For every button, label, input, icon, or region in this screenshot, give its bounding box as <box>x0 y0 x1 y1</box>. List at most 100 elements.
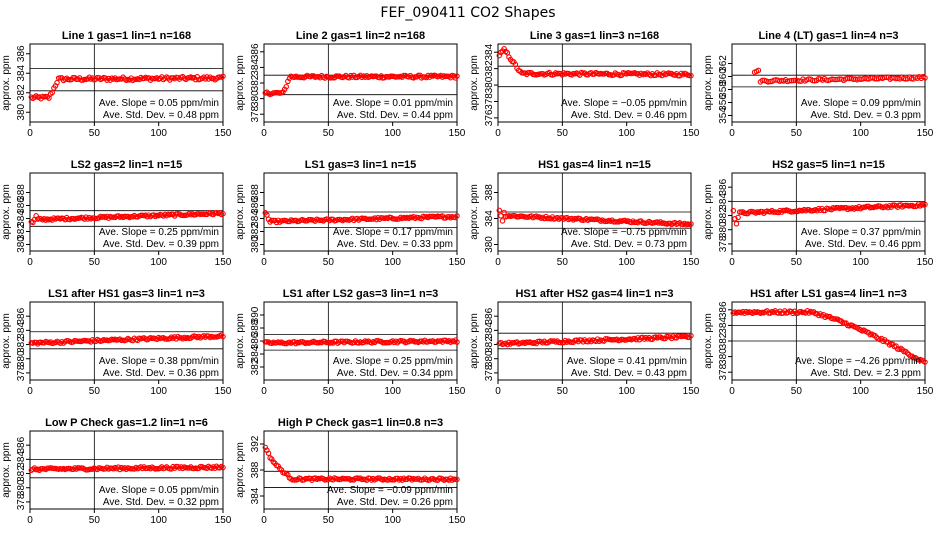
y-tick-label: 378 <box>16 493 27 510</box>
data-point <box>688 332 694 339</box>
x-tick-label: 150 <box>683 128 700 139</box>
x-tick-label: 0 <box>261 257 267 268</box>
data-point <box>922 75 928 81</box>
x-tick-label: 100 <box>150 386 167 397</box>
data-point <box>454 339 460 345</box>
std-dev-annotation: Ave. Std. Dev. = 0.26 ppm <box>337 497 453 508</box>
y-tick-label: 376 <box>484 109 495 126</box>
y-tick-label: 386 <box>16 197 27 214</box>
y-tick-label: 384 <box>16 322 27 339</box>
panel-9: LS1 after HS1 gas=3 lin=1 n=3 0 50 100 150 37… <box>1 288 232 397</box>
y-tick-label: 384 <box>484 210 495 227</box>
std-dev-annotation: Ave. Std. Dev. = 0.43 ppm <box>571 368 687 379</box>
plot-frame <box>29 43 224 123</box>
x-tick-label: 150 <box>449 515 466 526</box>
x-tick-label: 50 <box>791 128 803 139</box>
panel-title: Line 2 gas=1 lin=2 n=168 <box>296 30 425 42</box>
std-dev-annotation: Ave. Std. Dev. = 0.33 ppm <box>337 239 453 250</box>
y-tick-label: 378 <box>16 364 27 381</box>
y-tick-label: 382 <box>484 60 495 77</box>
y-tick-label: 384 <box>16 64 27 81</box>
y-tick-label: 380 <box>16 103 27 120</box>
data-point <box>454 476 460 483</box>
x-tick-label: 100 <box>852 386 869 397</box>
y-tick-label: 378 <box>718 363 729 380</box>
y-tick-label: 380 <box>484 350 495 367</box>
y-axis-label: approx. ppm <box>235 313 246 369</box>
y-tick-label: 382 <box>718 207 729 224</box>
slope-annotation: Ave. Slope = 0.38 ppm/min <box>99 356 219 367</box>
panel-11: HS1 after HS2 gas=4 lin=1 n=3 0 50 100 150 37… <box>469 288 700 397</box>
y-axis-label: approx. ppm <box>703 313 714 369</box>
panel-5: LS2 gas=2 lin=1 n=150 50 100 15038038238438… <box>1 159 232 268</box>
data-point <box>220 333 226 340</box>
y-tick-label: 358 <box>718 81 729 98</box>
slope-annotation: Ave. Slope = 0.05 ppm/min <box>99 485 219 496</box>
x-tick-label: 150 <box>917 257 934 268</box>
x-tick-label: 100 <box>384 257 401 268</box>
x-tick-label: 150 <box>917 128 934 139</box>
y-tick-label: 380 <box>484 76 495 93</box>
x-tick-label: 50 <box>323 386 335 397</box>
x-tick-label: 50 <box>791 257 803 268</box>
panel-title: HS1 gas=4 lin=1 n=15 <box>538 159 651 171</box>
x-tick-label: 50 <box>557 128 569 139</box>
x-tick-label: 100 <box>618 257 635 268</box>
y-tick-label: 382 <box>16 84 27 101</box>
data-point <box>735 214 741 221</box>
data-point <box>54 79 60 86</box>
x-tick-label: 0 <box>729 386 735 397</box>
panel-12: HS1 after LS1 gas=4 lin=1 n=3 0 50 100 150 37… <box>703 288 934 397</box>
figure-title: FEF_090411 CO2 Shapes <box>380 5 555 21</box>
data-point <box>454 73 460 79</box>
slope-annotation: Ave. Slope = 0.09 ppm/min <box>801 98 921 109</box>
y-tick-label: 384 <box>484 43 495 60</box>
data-point <box>220 210 226 217</box>
std-dev-annotation: Ave. Std. Dev. = 0.48 ppm <box>103 110 219 121</box>
y-tick-label: 388 <box>250 184 261 201</box>
y-axis-label: approx. ppm <box>1 313 12 369</box>
panel-8: HS2 gas=5 lin=1 n=150 50 100 15037838038238… <box>703 159 934 268</box>
y-tick-label: 386 <box>250 43 261 60</box>
data-point <box>498 213 504 219</box>
y-tick-label: 378 <box>718 235 729 252</box>
data-point <box>688 221 694 227</box>
y-tick-label: 380 <box>718 221 729 238</box>
panel-title: Line 4 (LT) gas=1 lin=4 n=3 <box>758 30 898 42</box>
x-tick-label: 0 <box>27 257 33 268</box>
x-tick-label: 0 <box>261 515 267 526</box>
x-tick-label: 0 <box>261 386 267 397</box>
x-tick-label: 100 <box>384 128 401 139</box>
std-dev-annotation: Ave. Std. Dev. = 0.36 ppm <box>103 368 219 379</box>
x-tick-label: 150 <box>683 257 700 268</box>
panel-title: LS1 after LS2 gas=3 lin=1 n=3 <box>283 288 439 300</box>
y-tick-label: 382 <box>250 74 261 91</box>
data-point <box>732 215 738 222</box>
std-dev-annotation: Ave. Std. Dev. = 0.46 ppm <box>805 239 921 250</box>
y-tick-label: 386 <box>718 178 729 195</box>
x-tick-label: 150 <box>449 386 466 397</box>
y-tick-label: 380 <box>484 236 495 253</box>
std-dev-annotation: Ave. Std. Dev. = 0.3 ppm <box>810 110 921 121</box>
x-tick-label: 100 <box>852 128 869 139</box>
y-tick-label: 388 <box>250 319 261 336</box>
data-point <box>922 359 928 365</box>
data-point <box>688 72 694 79</box>
x-tick-label: 50 <box>557 257 569 268</box>
y-tick-label: 388 <box>16 184 27 201</box>
panel-title: Line 3 gas=1 lin=3 n=168 <box>530 30 659 42</box>
y-tick-label: 386 <box>250 197 261 214</box>
x-tick-label: 100 <box>150 515 167 526</box>
y-tick-label: 380 <box>718 348 729 365</box>
y-tick-label: 384 <box>718 317 729 334</box>
x-tick-label: 0 <box>27 386 33 397</box>
y-tick-label: 384 <box>16 210 27 227</box>
x-tick-label: 50 <box>89 515 101 526</box>
y-axis-label: approx. ppm <box>235 184 246 240</box>
slope-annotation: Ave. Slope = 0.41 ppm/min <box>567 356 687 367</box>
x-tick-label: 150 <box>683 386 700 397</box>
y-tick-label: 378 <box>250 105 261 122</box>
x-tick-label: 50 <box>89 128 101 139</box>
